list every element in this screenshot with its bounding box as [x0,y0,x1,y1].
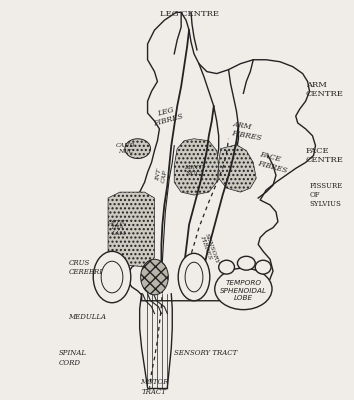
Text: ARM
CENTRE: ARM CENTRE [306,81,343,98]
Ellipse shape [125,139,150,158]
Text: MOTOR
TRACT: MOTOR TRACT [140,378,169,396]
Text: MEDULLA: MEDULLA [69,312,107,320]
Ellipse shape [255,260,271,274]
Text: SENSORY TRACT: SENSORY TRACT [174,349,238,357]
Text: LENT
NUC: LENT NUC [184,165,202,176]
Text: FISSURE
OF
SYLVIUS: FISSURE OF SYLVIUS [309,182,343,208]
Text: OPTIC
THA
LAM: OPTIC THA LAM [108,220,128,236]
Text: LEG
FIBRES: LEG FIBRES [150,104,184,128]
Text: TEMPORO
SPHENOIDAL
LOBE: TEMPORO SPHENOIDAL LOBE [220,280,267,301]
Text: CRUS
CEREBRI: CRUS CEREBRI [69,258,103,276]
Ellipse shape [219,260,234,274]
Text: SENSORY
FIBRES: SENSORY FIBRES [199,232,220,266]
Polygon shape [174,139,219,195]
Text: CAUD
NUC: CAUD NUC [116,144,136,154]
Text: FACE
FIBRES: FACE FIBRES [256,150,290,175]
Text: SPINAL
CORD: SPINAL CORD [59,350,87,367]
Ellipse shape [178,253,210,301]
Text: ARM
FIBRES: ARM FIBRES [230,120,264,142]
Ellipse shape [93,251,131,303]
Ellipse shape [141,259,168,295]
Text: LEG CENTRE: LEG CENTRE [160,10,218,18]
Polygon shape [219,145,256,192]
Polygon shape [108,192,154,267]
Text: FACE
CENTRE: FACE CENTRE [306,147,343,164]
Ellipse shape [238,256,255,270]
Ellipse shape [215,268,272,310]
Text: INT
CAP: INT CAP [155,168,168,183]
